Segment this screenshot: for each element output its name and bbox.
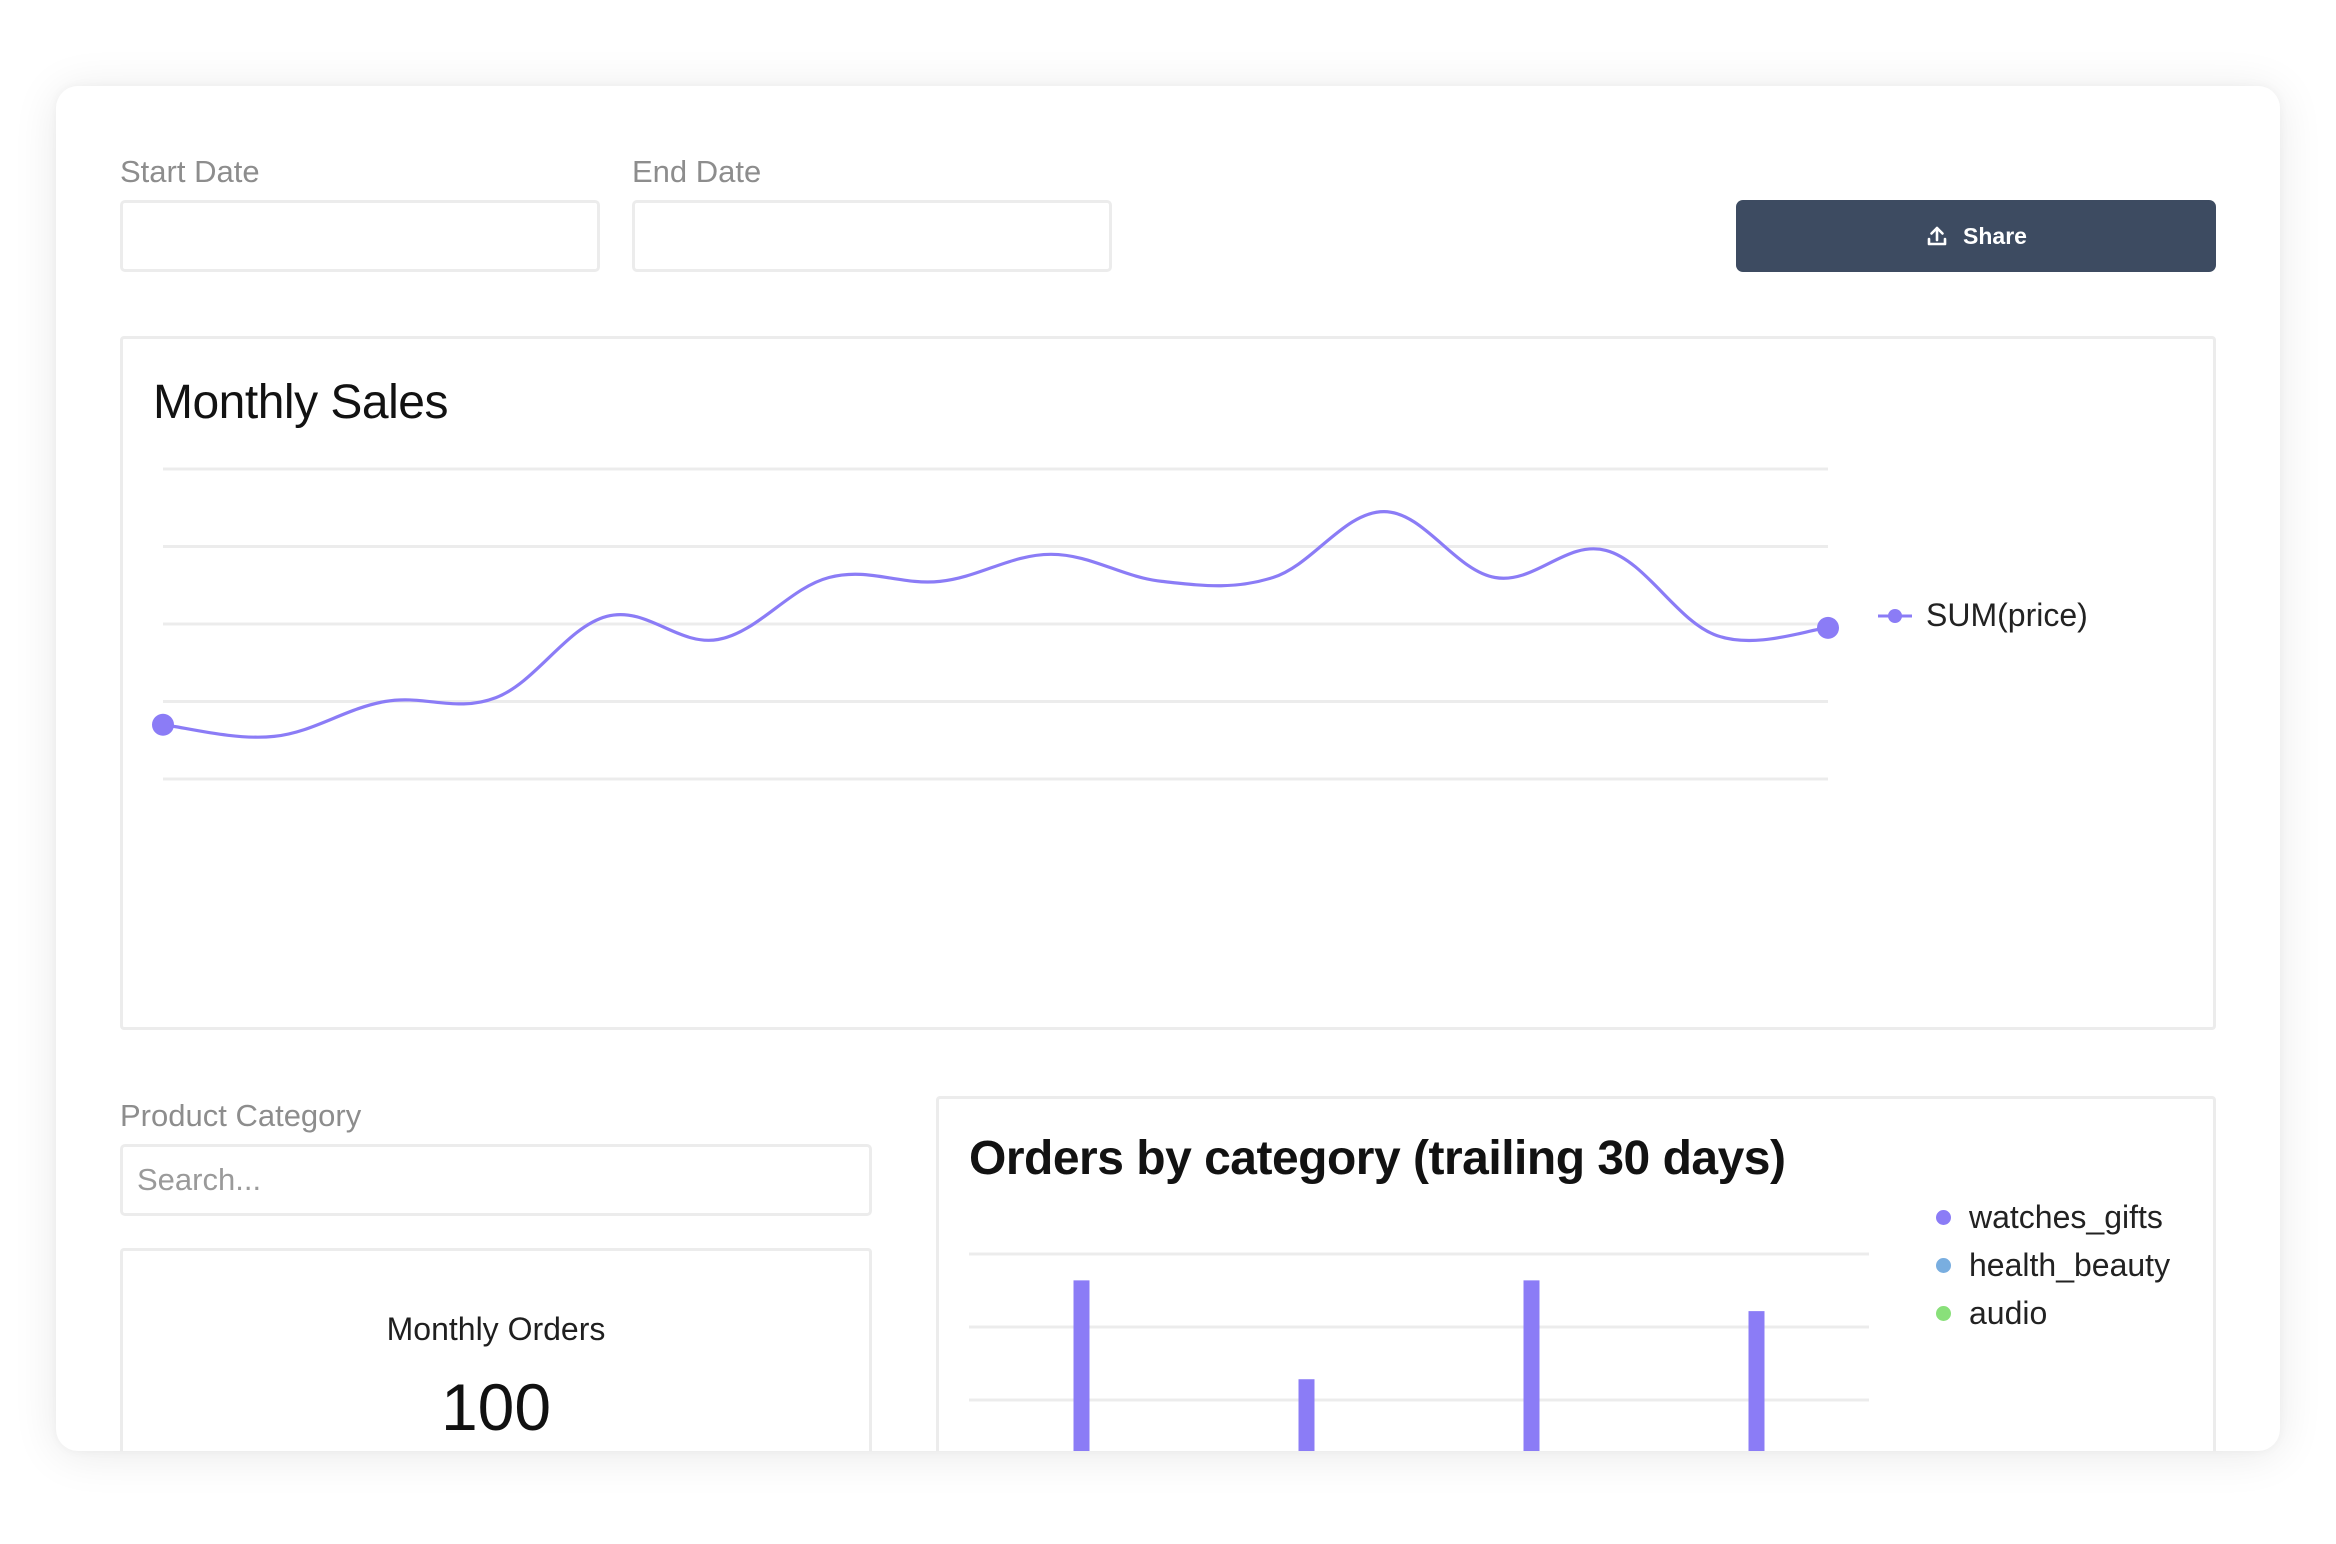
legend-label: audio: [1969, 1295, 2048, 1331]
legend-item-health-beauty[interactable]: health_beauty: [1936, 1247, 2170, 1284]
legend-sum-price[interactable]: SUM(price): [1878, 597, 2088, 634]
legend-label: watches_gifts: [1969, 1199, 2163, 1235]
start-date-label: Start Date: [120, 154, 260, 189]
line-legend-icon: [1878, 608, 1912, 623]
category-bar[interactable]: [1073, 1280, 1090, 1451]
monthly-sales-chart: [152, 467, 1839, 781]
category-bar[interactable]: [1523, 1280, 1540, 1451]
metric-value: 100: [440, 1370, 552, 1444]
start-date-input[interactable]: [120, 200, 600, 272]
orders-bar-chart: [969, 1252, 1869, 1451]
legend-dot: [1936, 1306, 1951, 1321]
share-label: Share: [1963, 222, 2027, 249]
orders-by-category-panel: Orders by category (trailing 30 days) wa…: [936, 1096, 2216, 1451]
end-date-input[interactable]: [632, 200, 1112, 272]
share-button[interactable]: Share: [1736, 200, 2216, 272]
line-endpoint: [152, 713, 174, 736]
legend-item-watches-gifts[interactable]: watches_gifts: [1936, 1199, 2163, 1236]
end-date-label: End Date: [632, 154, 762, 189]
legend-label: SUM(price): [1926, 597, 2088, 633]
orders-by-category-title: Orders by category (trailing 30 days): [969, 1132, 1786, 1185]
legend-dot: [1936, 1258, 1951, 1273]
legend-item-audio[interactable]: audio: [1936, 1295, 2047, 1332]
monthly-orders-panel: Monthly Orders 100: [120, 1248, 872, 1451]
sales-line: [161, 510, 1830, 739]
monthly-sales-panel: Monthly Sales SUM(price): [120, 336, 2216, 1030]
upload-icon: [1925, 224, 1949, 248]
line-endpoint: [1817, 616, 1839, 639]
dashboard-card: Start Date End Date Share Monthly Sales …: [56, 86, 2280, 1451]
monthly-sales-title: Monthly Sales: [153, 376, 448, 429]
metric-label: Monthly Orders: [386, 1311, 606, 1347]
product-category-label: Product Category: [120, 1098, 362, 1133]
category-bar[interactable]: [1748, 1311, 1765, 1451]
legend-label: health_beauty: [1969, 1247, 2171, 1283]
product-category-search[interactable]: [120, 1144, 872, 1216]
legend-dot: [1936, 1210, 1951, 1225]
category-bar[interactable]: [1298, 1379, 1315, 1451]
